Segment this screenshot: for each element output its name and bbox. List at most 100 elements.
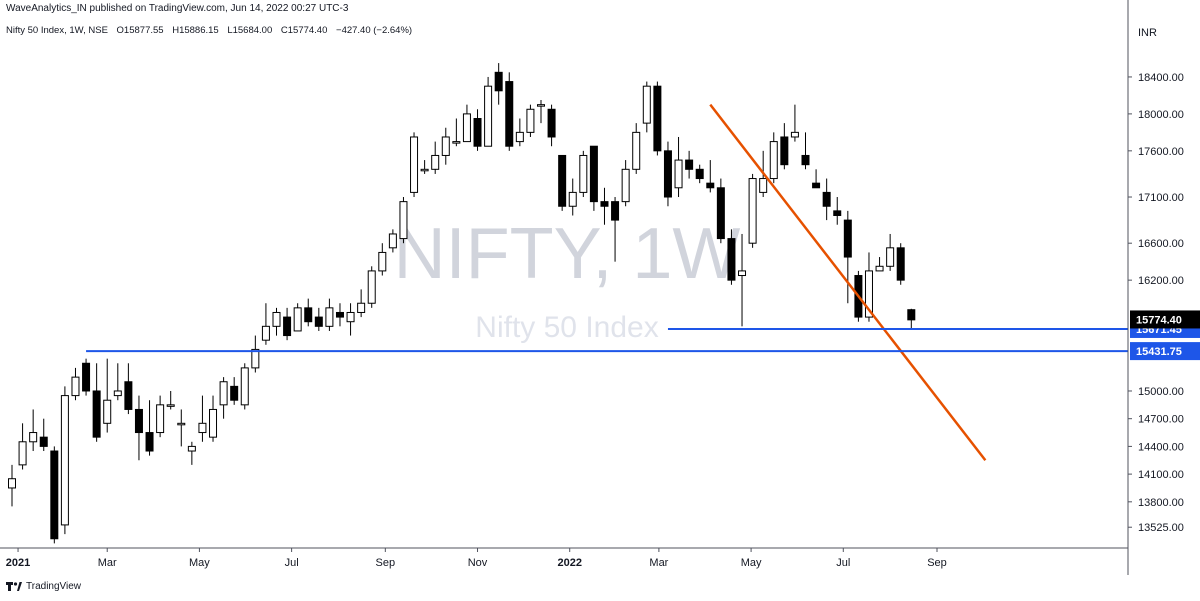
price-axis[interactable]: 15431.7515671.4513525.0013800.0014100.00… bbox=[1127, 0, 1200, 575]
candle-body bbox=[674, 159, 683, 189]
candle[interactable] bbox=[124, 363, 133, 415]
candle[interactable] bbox=[875, 257, 884, 272]
candle[interactable] bbox=[18, 423, 27, 470]
candle[interactable] bbox=[441, 127, 450, 165]
candle[interactable] bbox=[272, 307, 281, 336]
candle[interactable] bbox=[843, 210, 852, 304]
candle[interactable] bbox=[113, 363, 122, 401]
candle[interactable] bbox=[156, 395, 165, 438]
candle[interactable] bbox=[431, 141, 440, 174]
candle[interactable] bbox=[420, 160, 429, 174]
candle[interactable] bbox=[251, 335, 260, 373]
candle[interactable] bbox=[314, 307, 323, 331]
candle[interactable] bbox=[790, 104, 799, 142]
candle[interactable] bbox=[388, 229, 397, 253]
candle[interactable] bbox=[695, 164, 704, 184]
candle[interactable] bbox=[748, 173, 757, 248]
candle[interactable] bbox=[812, 169, 821, 189]
candle[interactable] bbox=[621, 160, 630, 207]
candle[interactable] bbox=[505, 72, 514, 151]
candle[interactable] bbox=[452, 118, 461, 147]
candle[interactable] bbox=[706, 160, 715, 193]
candle-body bbox=[801, 154, 810, 166]
candle[interactable] bbox=[230, 377, 239, 405]
candle[interactable] bbox=[92, 363, 101, 442]
candle[interactable] bbox=[769, 132, 778, 184]
candle[interactable] bbox=[579, 150, 588, 198]
candle[interactable] bbox=[896, 243, 905, 285]
candle[interactable] bbox=[50, 446, 59, 544]
time-axis[interactable]: 2021 Mar May Jul Sep Nov 2022 Mar May Jul Sep bbox=[0, 547, 1128, 569]
candle[interactable] bbox=[526, 104, 535, 137]
candle[interactable] bbox=[71, 367, 80, 401]
candle[interactable] bbox=[325, 298, 334, 331]
candle-body bbox=[716, 187, 725, 240]
candle[interactable] bbox=[547, 104, 556, 147]
candle[interactable] bbox=[558, 154, 567, 211]
candle[interactable] bbox=[134, 395, 143, 461]
candle[interactable] bbox=[484, 76, 493, 147]
candle[interactable] bbox=[410, 132, 419, 198]
candle[interactable] bbox=[611, 197, 620, 262]
candle[interactable] bbox=[335, 303, 344, 327]
candle[interactable] bbox=[632, 123, 641, 174]
plot-area[interactable] bbox=[8, 63, 916, 544]
trendline[interactable] bbox=[709, 103, 987, 462]
tradingview-logo-icon[interactable] bbox=[6, 581, 22, 592]
candle[interactable] bbox=[780, 123, 789, 170]
candle[interactable] bbox=[494, 63, 503, 105]
candle[interactable] bbox=[663, 141, 672, 207]
candle[interactable] bbox=[822, 178, 831, 221]
candle[interactable] bbox=[653, 81, 662, 156]
candle[interactable] bbox=[473, 109, 482, 151]
candle[interactable] bbox=[145, 400, 154, 456]
candle[interactable] bbox=[399, 197, 408, 244]
candle[interactable] bbox=[219, 377, 228, 419]
candle[interactable] bbox=[8, 464, 16, 507]
legend-symbol[interactable]: Nifty 50 Index, 1W, NSE bbox=[6, 25, 108, 36]
candle[interactable] bbox=[462, 104, 471, 143]
price-tick-label: 15000.00 bbox=[1138, 386, 1184, 398]
candle[interactable] bbox=[515, 118, 524, 147]
candle[interactable] bbox=[716, 178, 725, 244]
candle[interactable] bbox=[727, 229, 736, 285]
candle[interactable] bbox=[103, 358, 112, 433]
candle[interactable] bbox=[685, 150, 694, 179]
candle[interactable] bbox=[187, 441, 196, 465]
candle[interactable] bbox=[674, 136, 683, 198]
candle[interactable] bbox=[357, 289, 366, 318]
candle-body bbox=[611, 201, 620, 221]
candle[interactable] bbox=[367, 266, 376, 308]
candle[interactable] bbox=[283, 307, 292, 341]
candle[interactable] bbox=[801, 132, 810, 170]
candle-body bbox=[18, 441, 27, 466]
candle[interactable] bbox=[589, 145, 598, 211]
candle[interactable] bbox=[346, 303, 355, 336]
candle[interactable] bbox=[907, 308, 916, 329]
candle[interactable] bbox=[60, 386, 69, 535]
candle[interactable] bbox=[738, 233, 747, 327]
candle[interactable] bbox=[293, 303, 302, 332]
candle[interactable] bbox=[82, 358, 91, 396]
candle[interactable] bbox=[177, 409, 186, 447]
candle[interactable] bbox=[209, 395, 218, 442]
candle[interactable] bbox=[29, 409, 38, 452]
candle[interactable] bbox=[378, 243, 387, 276]
candle[interactable] bbox=[166, 390, 175, 410]
candle[interactable] bbox=[600, 187, 609, 225]
candle[interactable] bbox=[833, 197, 842, 225]
candle[interactable] bbox=[568, 178, 577, 216]
candle[interactable] bbox=[304, 298, 313, 327]
candle[interactable] bbox=[537, 100, 545, 124]
candle[interactable] bbox=[261, 303, 270, 345]
candle[interactable] bbox=[642, 81, 651, 133]
candle[interactable] bbox=[198, 395, 207, 442]
candle[interactable] bbox=[39, 418, 48, 452]
candle[interactable] bbox=[886, 233, 895, 271]
price-tick-label: 18000.00 bbox=[1138, 109, 1184, 121]
footer-brand[interactable]: TradingView bbox=[26, 581, 82, 592]
candle[interactable] bbox=[240, 363, 249, 410]
legend-high: H15886.15 bbox=[172, 25, 219, 36]
drawings[interactable] bbox=[86, 103, 1128, 462]
